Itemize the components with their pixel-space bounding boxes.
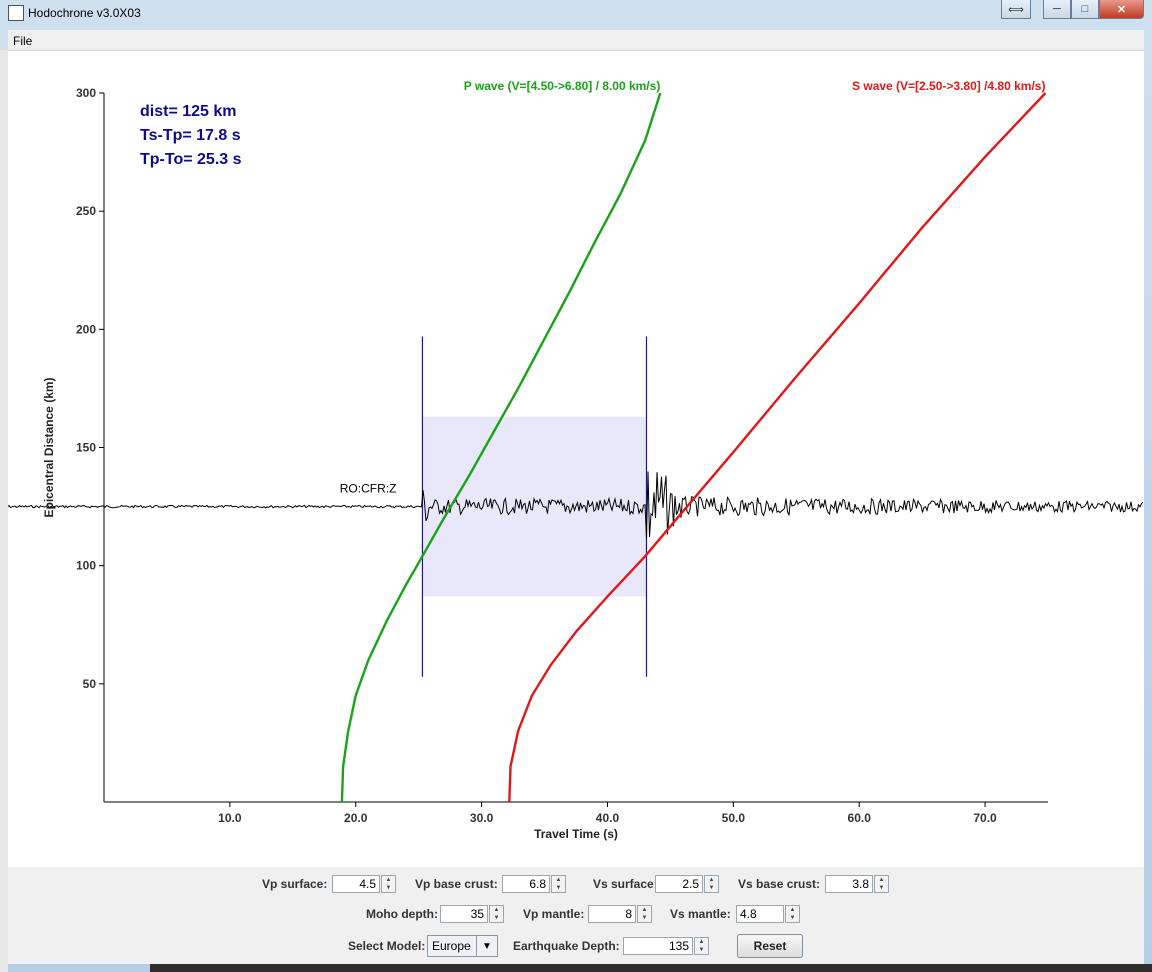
moho-depth-spin-buttons[interactable]: ▲ ▼ [489,905,504,923]
window-title: Hodochrone v3.0X03 [28,6,141,20]
vs-surface-spinner[interactable]: ▲▼ [655,875,719,893]
x-tick-label: 50.0 [722,811,746,825]
s-wave-label: S wave (V=[2.50->3.80] /4.80 km/s) [852,79,1045,93]
vp-mantle-spin-buttons[interactable]: ▲ ▼ [637,905,652,923]
earthquake-depth-input[interactable] [623,937,693,955]
vs-surface-input[interactable] [655,875,703,893]
hodochrone-chart: 50 100 150 200 250 300 10.0 20.0 30.0 40.0 50.0 60.… [0,79,1144,841]
maximize-button[interactable]: □ [1071,0,1099,19]
spin-up-icon[interactable]: ▲ [555,877,562,883]
vs-base-crust-input[interactable] [825,875,873,893]
vp-mantle-input[interactable] [588,905,636,923]
select-model-label: Select Model: [348,939,426,953]
vs-base-crust-spinner[interactable]: ▲▼ [825,875,889,893]
spin-up-icon[interactable]: ▲ [698,939,705,945]
vp-surface-input[interactable] [332,875,380,893]
x-tick-label: 10.0 [218,811,242,825]
vp-mantle-label: Vp mantle: [523,907,585,921]
info-tp-to: Tp-To= 25.3 s [140,151,242,168]
restore-size-button[interactable]: ⟺ [1001,0,1031,19]
y-tick-label: 250 [76,204,96,218]
chevron-down-icon[interactable]: ▼ [476,936,497,956]
x-tick-label: 60.0 [848,811,872,825]
vs-base-crust-label: Vs base crust: [738,877,821,891]
menu-bar: File [8,30,1144,51]
vp-mantle-spinner[interactable]: ▲▼ [588,905,652,923]
spin-up-icon[interactable]: ▲ [878,877,885,883]
vp-base-crust-input[interactable] [502,875,550,893]
spin-up-icon[interactable]: ▲ [708,877,715,883]
background-window-edge [0,50,8,972]
moho-depth-input[interactable] [440,905,488,923]
y-tick-label: 300 [76,86,96,100]
earthquake-depth-spin-buttons[interactable]: ▲ ▼ [694,937,709,955]
menu-file[interactable]: File [13,34,33,48]
moho-depth-label: Moho depth: [366,907,438,921]
vs-surface-label: Vs surface: [593,877,658,891]
spin-up-icon[interactable]: ▲ [385,877,392,883]
spin-up-icon[interactable]: ▲ [493,907,500,913]
spin-down-icon[interactable]: ▼ [385,885,392,891]
y-tick-label: 150 [76,441,96,455]
p-wave-curve [340,92,662,803]
spin-up-icon[interactable]: ▲ [641,907,648,913]
x-tick-label: 70.0 [973,811,997,825]
vs-mantle-input[interactable] [736,905,784,923]
model-select[interactable]: Europe ▼ [427,935,498,957]
vs-mantle-spin-buttons[interactable]: ▲ ▼ [785,905,800,923]
vp-surface-label: Vp surface: [262,877,328,891]
vp-surface-spin-buttons[interactable]: ▲ ▼ [381,875,396,893]
chart-area: 50 100 150 200 250 300 10.0 20.0 30.0 40.0 50.0 60.… [0,51,1144,867]
p-wave-label: P wave (V=[4.50->6.80] / 8.00 km/s) [464,79,661,93]
info-ts-tp: Ts-Tp= 17.8 s [140,127,241,144]
x-axis-label: Travel Time (s) [534,827,618,841]
spin-up-icon[interactable]: ▲ [789,907,796,913]
vs-surface-spin-buttons[interactable]: ▲ ▼ [704,875,719,893]
vp-base-crust-spin-buttons[interactable]: ▲ ▼ [551,875,566,893]
spin-down-icon[interactable]: ▼ [493,915,500,921]
parameter-panel: Vp surface: ▲▼ Vp base crust: ▲▼ Vs surf… [8,867,1144,964]
vp-base-crust-label: Vp base crust: [415,877,498,891]
seismogram-trace [0,471,1144,539]
vs-base-crust-spin-buttons[interactable]: ▲ ▼ [874,875,889,893]
y-tick-label: 200 [76,322,96,336]
vp-surface-spinner[interactable]: ▲▼ [332,875,396,893]
s-wave-curve [508,92,1047,803]
y-tick-label: 50 [83,677,97,691]
earthquake-depth-label: Earthquake Depth: [513,939,620,953]
close-button[interactable]: ✕ [1099,0,1144,19]
spin-down-icon[interactable]: ▼ [698,947,705,953]
vs-mantle-spinner[interactable]: ▲▼ [736,905,800,923]
station-label: RO:CFR:Z [340,482,397,496]
info-dist: dist= 125 km [140,103,237,120]
app-icon [8,5,24,21]
vp-base-crust-spinner[interactable]: ▲▼ [502,875,566,893]
vs-mantle-label: Vs mantle: [670,907,731,921]
spin-down-icon[interactable]: ▼ [555,885,562,891]
spin-down-icon[interactable]: ▼ [641,915,648,921]
spin-down-icon[interactable]: ▼ [789,915,796,921]
x-tick-label: 20.0 [344,811,368,825]
moho-depth-spinner[interactable]: ▲▼ [440,905,504,923]
title-bar[interactable]: Hodochrone v3.0X03 ⟺ ─ □ ✕ [0,0,1152,28]
model-select-value: Europe [432,939,471,953]
y-axis-label: Epicentral Distance (km) [42,377,56,517]
spin-down-icon[interactable]: ▼ [708,885,715,891]
earthquake-depth-spinner[interactable]: ▲▼ [623,937,709,955]
x-tick-label: 40.0 [596,811,620,825]
taskbar-strip [150,964,1152,972]
x-tick-label: 30.0 [470,811,494,825]
y-tick-label: 100 [76,559,96,573]
minimize-button[interactable]: ─ [1043,0,1071,19]
spin-down-icon[interactable]: ▼ [878,885,885,891]
reset-button[interactable]: Reset [737,934,803,958]
